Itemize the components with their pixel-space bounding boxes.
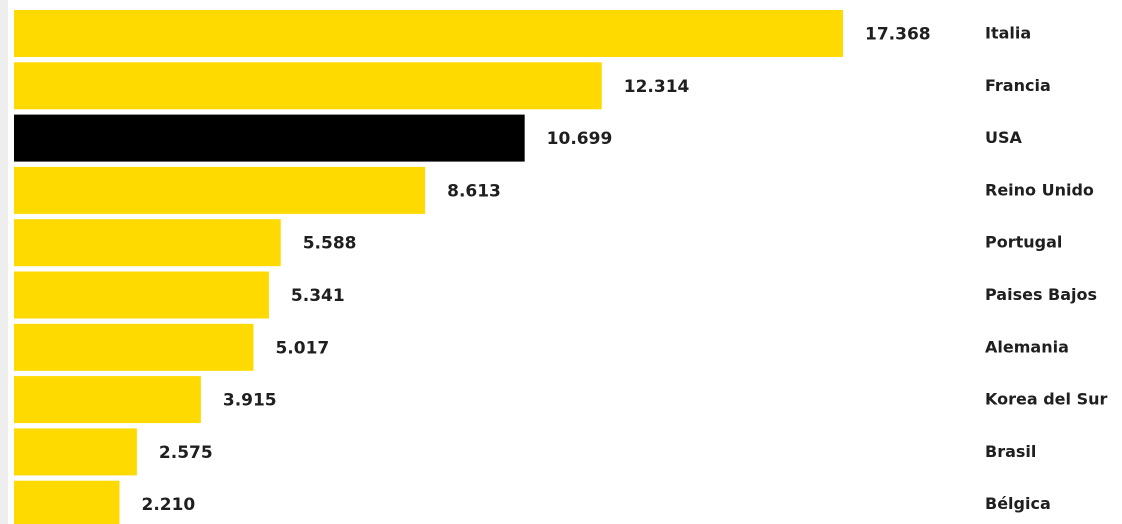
bar-portugal xyxy=(14,219,281,267)
bar-brasil xyxy=(14,428,137,476)
value-label: 12.314 xyxy=(624,77,690,97)
category-label: Alemania xyxy=(985,337,1069,356)
category-label: Brasil xyxy=(985,442,1036,461)
value-label: 17.368 xyxy=(865,25,931,45)
value-label: 10.699 xyxy=(547,129,613,149)
value-label: 2.210 xyxy=(141,495,195,515)
category-label: Italia xyxy=(985,24,1031,43)
category-label: Bélgica xyxy=(985,494,1051,513)
category-label: Korea del Sur xyxy=(985,390,1107,409)
bar-paises-bajos xyxy=(14,271,269,319)
bar-reino-unido xyxy=(14,166,426,214)
value-label: 5.588 xyxy=(303,234,357,254)
category-label: USA xyxy=(985,128,1023,147)
value-label: 5.017 xyxy=(275,338,329,358)
chart-left-edge xyxy=(0,0,8,524)
value-label: 2.575 xyxy=(159,443,213,463)
category-label: Paises Bajos xyxy=(985,285,1097,304)
category-label: Francia xyxy=(985,76,1051,95)
bar-bélgica xyxy=(14,480,120,524)
bar-francia xyxy=(14,62,602,110)
value-label: 3.915 xyxy=(223,391,277,411)
category-label: Portugal xyxy=(985,233,1062,252)
bar-alemania xyxy=(14,323,254,371)
value-label: 5.341 xyxy=(291,286,345,306)
value-label: 8.613 xyxy=(447,181,501,201)
bar-korea-del-sur xyxy=(14,376,201,424)
category-label: Reino Unido xyxy=(985,180,1094,199)
bar-italia xyxy=(14,10,843,57)
bar-usa xyxy=(14,114,525,162)
